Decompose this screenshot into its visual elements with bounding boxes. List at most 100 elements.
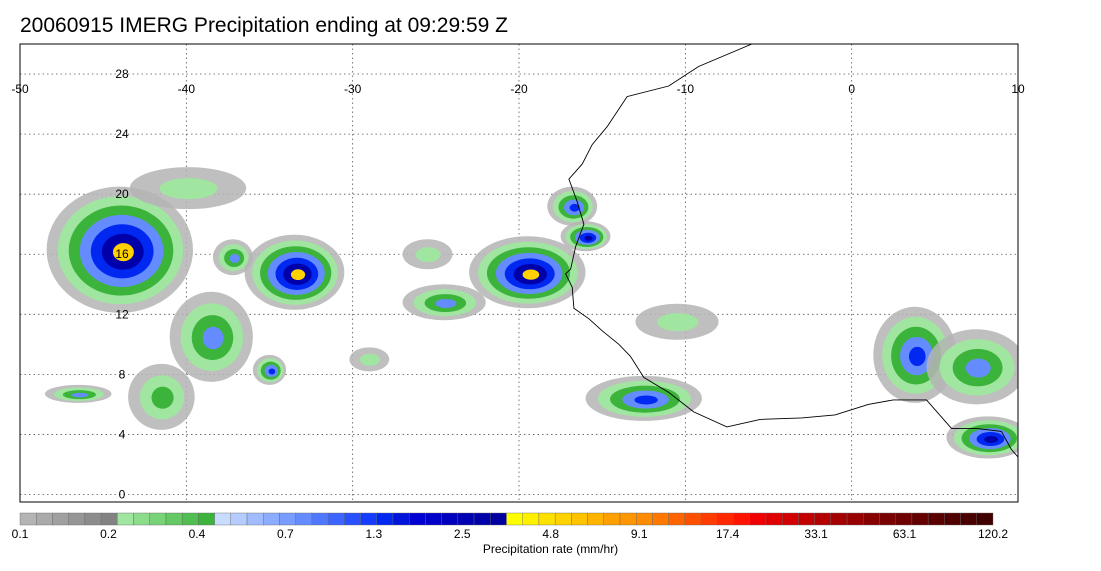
- lat-tick-label: 12: [115, 307, 129, 321]
- colorbar-swatch: [619, 512, 637, 526]
- colorbar-swatch: [636, 512, 653, 526]
- precip-cell: [635, 303, 719, 340]
- colorbar-swatch: [895, 512, 913, 526]
- colorbar-swatch: [36, 512, 53, 526]
- colorbar-label: 0.7: [277, 527, 294, 541]
- precip-contour: [71, 392, 89, 398]
- lon-tick-label: -40: [178, 82, 196, 96]
- precip-cell: [252, 354, 287, 385]
- precip-contour: [268, 368, 276, 375]
- precip-cell: [926, 329, 1018, 405]
- colorbar-swatch: [733, 512, 750, 526]
- colorbar-swatch: [100, 512, 118, 526]
- colorbar-swatch: [830, 512, 848, 526]
- precip-cell: [946, 416, 1018, 459]
- colorbar-label: 0.1: [12, 527, 29, 541]
- colorbar-swatch: [230, 512, 248, 526]
- lat-tick-label: 24: [115, 127, 129, 141]
- precip-contour: [229, 253, 240, 263]
- colorbar-swatch: [668, 512, 686, 526]
- precip-contour: [634, 395, 658, 405]
- colorbar-swatch: [554, 512, 572, 526]
- colorbar-swatch: [311, 512, 329, 526]
- precip-cell: [349, 347, 390, 372]
- colorbar-swatch: [684, 512, 702, 526]
- colorbar-swatch: [376, 512, 394, 526]
- lat-tick-label: 16: [115, 247, 129, 261]
- colorbar-swatch: [392, 512, 410, 526]
- colorbar-label: 17.4: [716, 527, 740, 541]
- colorbar-label: 2.5: [454, 527, 471, 541]
- colorbar-swatch: [652, 512, 669, 526]
- precip-cell: [244, 234, 345, 310]
- precip-contour: [359, 353, 380, 366]
- colorbar-swatch: [749, 512, 767, 526]
- precip-cell: [469, 236, 586, 309]
- precip-cell: [402, 284, 486, 321]
- precip-contour: [965, 358, 991, 378]
- colorbar-swatch: [473, 512, 491, 526]
- colorbar-swatch: [944, 512, 961, 526]
- precip-contour: [112, 243, 134, 262]
- colorbar-swatch: [879, 512, 896, 526]
- lon-tick-label: -20: [510, 82, 528, 96]
- colorbar-swatch: [133, 512, 150, 526]
- colorbar-swatch: [863, 512, 880, 526]
- lat-tick-label: 8: [119, 367, 126, 381]
- precip-cell: [169, 291, 253, 382]
- lon-tick-label: 0: [848, 82, 855, 96]
- colorbar-swatch: [538, 512, 556, 526]
- colorbar-swatch: [198, 512, 215, 526]
- colorbar-swatch: [165, 512, 183, 526]
- coastline: [565, 44, 1018, 458]
- map-frame: [19, 43, 1019, 503]
- colorbar-swatch: [279, 512, 296, 526]
- colorbar-swatch: [911, 512, 929, 526]
- lon-tick-label: -30: [344, 82, 362, 96]
- colorbar-swatch: [976, 512, 994, 526]
- colorbar-swatch: [457, 512, 475, 526]
- colorbar-swatch: [84, 512, 102, 526]
- precip-cell: [128, 363, 195, 430]
- colorbar-swatch: [214, 512, 232, 526]
- precip-cell: [212, 239, 253, 276]
- colorbar-swatch: [52, 512, 69, 526]
- colorbar-swatch: [68, 512, 86, 526]
- lon-tick-label: 10: [1011, 82, 1025, 96]
- colorbar-swatch: [700, 512, 718, 526]
- colorbar-label: 9.1: [631, 527, 648, 541]
- colorbar-title: Precipitation rate (mm/hr): [482, 542, 619, 556]
- precip-contour: [522, 269, 540, 280]
- precip-cell: [44, 384, 112, 403]
- colorbar-swatch: [490, 512, 507, 526]
- colorbar-swatch: [327, 512, 345, 526]
- precip-cell: [547, 186, 598, 226]
- page-title: 20060915 IMERG Precipitation ending at 0…: [20, 14, 508, 37]
- colorbar-label: 120.2: [978, 527, 1008, 541]
- coastline: [751, 44, 753, 45]
- precip-cell: [129, 167, 247, 210]
- precip-contour: [656, 313, 699, 332]
- lat-tick-label: 0: [119, 487, 126, 501]
- precip-contour: [569, 203, 580, 212]
- precip-contour: [435, 298, 457, 308]
- lat-tick-label: 4: [119, 427, 126, 441]
- precip-cell: [402, 239, 453, 270]
- colorbar-swatch: [765, 512, 783, 526]
- colorbar-swatch: [246, 512, 264, 526]
- precip-contour: [415, 247, 441, 263]
- colorbar-swatch: [344, 512, 361, 526]
- colorbar-swatch: [960, 512, 977, 526]
- colorbar-label: 1.3: [365, 527, 382, 541]
- colorbar-swatch: [798, 512, 815, 526]
- colorbar-label: 63.1: [893, 527, 917, 541]
- colorbar-swatch: [117, 512, 134, 526]
- tick-labels: -50 -40 -30 -20 -10 0 10 0 4 8 12 16 20 24 28: [11, 67, 1025, 501]
- colorbar-swatch: [441, 512, 459, 526]
- colorbar-swatch: [587, 512, 604, 526]
- precip-cell: [585, 375, 702, 421]
- precip-contour: [984, 435, 998, 443]
- colorbar-swatch: [409, 512, 426, 526]
- precip-contour: [908, 346, 926, 367]
